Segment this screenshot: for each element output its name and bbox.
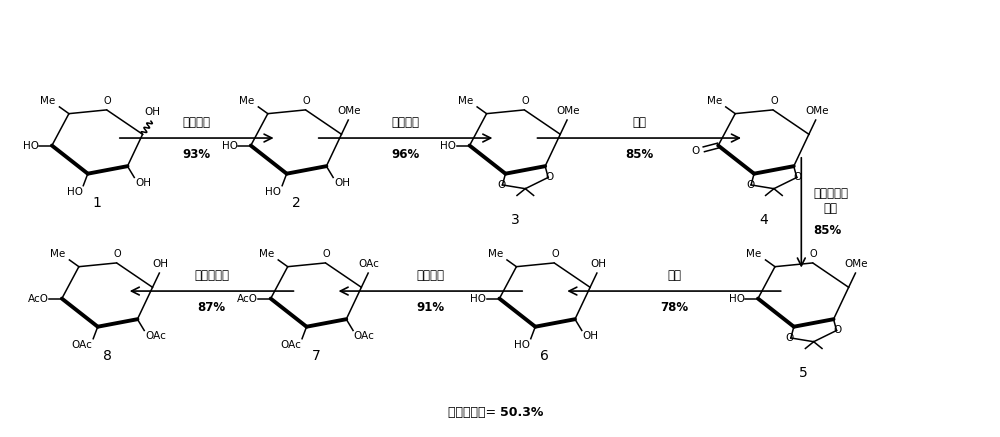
Text: HO: HO — [514, 340, 530, 350]
Text: 85%: 85% — [813, 224, 842, 237]
Text: O: O — [786, 333, 794, 343]
Text: 5: 5 — [799, 366, 808, 380]
Text: O: O — [551, 249, 559, 259]
Text: 6: 6 — [540, 349, 549, 363]
Text: Me: Me — [50, 249, 65, 259]
Text: Me: Me — [40, 96, 55, 106]
Text: Me: Me — [458, 96, 473, 106]
Text: 水解: 水解 — [667, 269, 681, 282]
Text: AcO: AcO — [236, 294, 257, 304]
Text: OMe: OMe — [556, 106, 580, 116]
Text: OH: OH — [590, 259, 606, 269]
Text: O: O — [497, 180, 506, 190]
Text: 91%: 91% — [416, 301, 444, 314]
Text: 85%: 85% — [625, 148, 653, 161]
Text: OAc: OAc — [72, 340, 92, 350]
Text: OH: OH — [334, 178, 350, 188]
Text: 立体选择性
还原: 立体选择性 还原 — [813, 187, 848, 215]
Text: O: O — [522, 96, 529, 106]
Text: OAc: OAc — [354, 331, 375, 341]
Text: OAc: OAc — [280, 340, 301, 350]
Text: 7: 7 — [312, 349, 320, 363]
Text: 全乙酰化: 全乙酰化 — [416, 269, 444, 282]
Text: O: O — [794, 173, 802, 182]
Text: O: O — [545, 173, 553, 182]
Text: OH: OH — [583, 331, 599, 341]
Text: 93%: 93% — [183, 148, 211, 161]
Text: HO: HO — [265, 187, 281, 197]
Text: OH: OH — [144, 107, 160, 117]
Text: 甲苷保护: 甲苷保护 — [183, 116, 211, 129]
Text: O: O — [746, 180, 754, 190]
Text: 1: 1 — [93, 196, 102, 210]
Text: Me: Me — [746, 249, 762, 259]
Text: Me: Me — [707, 96, 722, 106]
Text: Me: Me — [259, 249, 274, 259]
Text: 4: 4 — [759, 213, 768, 227]
Text: O: O — [770, 96, 778, 106]
Text: OH: OH — [152, 259, 168, 269]
Text: 96%: 96% — [391, 148, 420, 161]
Text: HO: HO — [67, 187, 83, 197]
Text: OAc: OAc — [359, 259, 380, 269]
Text: OMe: OMe — [338, 106, 361, 116]
Text: 五步总产率=: 五步总产率= — [448, 406, 500, 419]
Text: O: O — [323, 249, 330, 259]
Text: O: O — [692, 146, 700, 156]
Text: AcO: AcO — [28, 294, 49, 304]
Text: 端位脱保护: 端位脱保护 — [194, 269, 229, 282]
Text: 3: 3 — [511, 213, 519, 227]
Text: 50.3%: 50.3% — [500, 406, 543, 419]
Text: Me: Me — [239, 96, 254, 106]
Text: OMe: OMe — [805, 106, 828, 116]
Text: OMe: OMe — [845, 259, 868, 269]
Text: HO: HO — [470, 294, 486, 304]
Text: 2: 2 — [292, 196, 301, 210]
Text: O: O — [303, 96, 310, 106]
Text: HO: HO — [222, 141, 238, 150]
Text: OH: OH — [135, 178, 151, 188]
Text: 氧化: 氧化 — [632, 116, 646, 129]
Text: O: O — [114, 249, 121, 259]
Text: HO: HO — [440, 141, 456, 150]
Text: OAc: OAc — [145, 331, 166, 341]
Text: 87%: 87% — [198, 301, 226, 314]
Text: 丙又保护: 丙又保护 — [392, 116, 420, 129]
Text: 78%: 78% — [660, 301, 688, 314]
Text: HO: HO — [23, 141, 39, 150]
Text: Me: Me — [488, 249, 503, 259]
Text: 8: 8 — [103, 349, 112, 363]
Text: O: O — [810, 249, 818, 259]
Text: O: O — [104, 96, 112, 106]
Text: HO: HO — [729, 294, 745, 304]
Text: O: O — [833, 326, 842, 336]
